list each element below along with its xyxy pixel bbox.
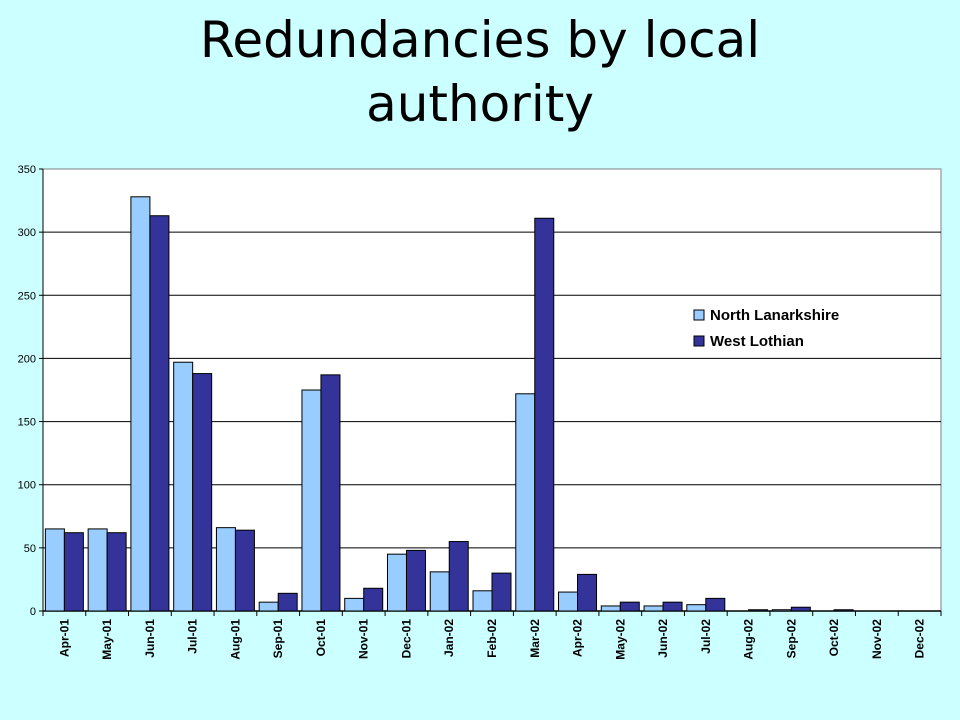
bar-north-lanarkshire [558,591,579,612]
y-tick-label: 200 [18,353,36,365]
y-tick-label: 300 [18,227,36,239]
x-tick-label: Aug-02 [742,619,756,660]
bar-west-lothian [619,601,640,612]
x-tick-label: May-01 [100,619,114,660]
bar-north-lanarkshire [643,605,664,612]
chart-title: Redundancies by local authority [0,8,960,136]
y-tick-label: 350 [18,164,36,176]
x-tick-label: Aug-01 [228,619,242,660]
x-tick-label: Mar-02 [528,619,542,658]
x-tick-label: Jun-02 [656,619,670,658]
y-tick-label: 50 [24,543,36,555]
x-tick-label: May-02 [613,619,627,660]
bar-west-lothian [662,601,683,612]
chart-title-line-1: Redundancies by local [199,11,761,69]
legend-label: North Lanarkshire [710,307,839,324]
x-tick-label: Jun-01 [143,619,157,658]
y-tick-label: 150 [18,417,36,429]
bar-west-lothian [106,532,127,612]
x-tick-label: Dec-02 [913,619,927,659]
bar-north-lanarkshire [215,527,236,612]
bar-west-lothian [748,609,769,612]
bar-north-lanarkshire [472,590,493,612]
bar-west-lothian [320,374,341,612]
bar-north-lanarkshire [173,361,194,612]
bar-west-lothian [577,573,598,612]
bar-west-lothian [277,592,298,612]
bar-north-lanarkshire [258,601,279,612]
legend: North Lanarkshire West Lothian [686,298,900,356]
y-tick-label: 100 [18,480,36,492]
bar-west-lothian [534,217,555,612]
bar-north-lanarkshire [600,605,621,612]
x-tick-label: Feb-02 [485,619,499,658]
y-tick-label: 0 [30,606,36,618]
x-tick-label: Dec-01 [399,619,413,659]
x-tick-label: Nov-02 [870,619,884,659]
x-axis-ticks: Apr-01 May-01 Jun-01 Jul-01 Aug-01 Sep-01 Oct-… [42,611,942,660]
x-tick-label: Apr-02 [571,619,585,657]
bar-north-lanarkshire [87,528,108,612]
x-tick-label: Nov-01 [357,619,371,659]
legend-label: West Lothian [710,333,804,350]
bar-west-lothian [448,541,469,612]
legend-box [686,298,900,356]
bar-west-lothian [833,609,854,612]
bars [44,196,854,612]
bar-west-lothian [63,532,84,612]
bar-north-lanarkshire [429,571,450,612]
bar-west-lothian [790,606,811,612]
y-tick-label: 250 [18,290,36,302]
bar-west-lothian [363,587,384,612]
bar-west-lothian [234,529,255,612]
bar-west-lothian [405,549,426,612]
bar-north-lanarkshire [515,393,536,612]
x-tick-label: Oct-01 [314,619,328,657]
bar-north-lanarkshire [771,609,792,612]
bar-west-lothian [705,597,726,612]
x-tick-label: Sep-01 [271,619,285,659]
x-tick-label: Jul-01 [186,619,200,654]
bar-west-lothian [491,572,512,612]
bar-west-lothian [192,373,213,612]
bar-north-lanarkshire [301,389,322,612]
bar-west-lothian [149,215,170,612]
bar-chart: 0 50 100 150 200 250 300 350 Apr-01 May-01 Jun-01… [18,164,942,660]
bar-north-lanarkshire [130,196,151,612]
bar-north-lanarkshire [44,528,65,612]
bar-north-lanarkshire [686,604,707,612]
x-tick-label: Apr-01 [57,619,71,657]
legend-swatch [693,335,705,347]
bar-north-lanarkshire [386,553,407,612]
legend-swatch [693,309,705,321]
x-tick-label: Jan-02 [442,619,456,657]
x-tick-label: Sep-02 [784,619,798,659]
x-tick-label: Oct-02 [827,619,841,657]
chart-title-line-2: authority [366,75,594,133]
x-tick-label: Jul-02 [699,619,713,654]
bar-north-lanarkshire [344,597,365,612]
